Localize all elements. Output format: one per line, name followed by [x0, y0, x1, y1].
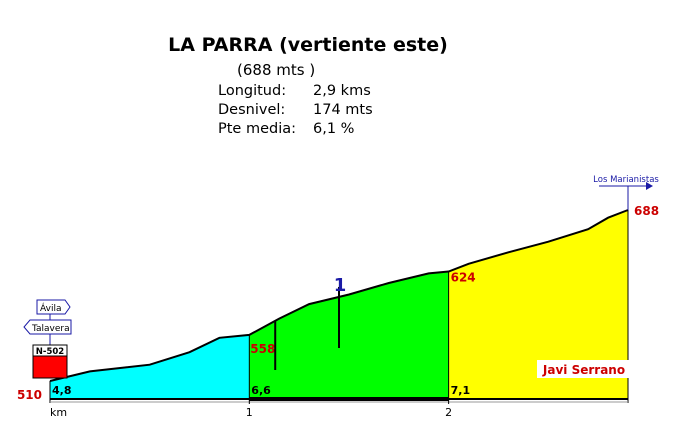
sign-end-text: Los Marianistas [593, 175, 659, 185]
sign-avila [36, 299, 71, 315]
road-sign-text: N-502 [36, 347, 64, 357]
chart-title: LA PARRA (vertiente este) [168, 34, 448, 56]
profile-line [49, 209, 629, 382]
profile-segment-2 [249, 271, 449, 399]
stat-value: 2,9 kms [313, 83, 371, 99]
altitude-label: 688 [634, 204, 659, 218]
credit-text: Javi Serrano [542, 363, 625, 377]
x-tick-label: 1 [246, 406, 253, 419]
road-sign-plate [32, 344, 68, 357]
sign-avila-text: Ávila [40, 302, 61, 314]
chart-subtitle: (688 mts ) [237, 61, 316, 79]
gradient-label: 6,6 [251, 384, 271, 397]
baseline-bold-km [249, 397, 449, 401]
stats-block: Longitud: 2,9 kms Desnivel: 174 mts Pte … [218, 82, 373, 139]
profile-segment-1 [50, 334, 250, 399]
marker-label: 1 [334, 275, 347, 296]
stat-value: 6,1 % [313, 121, 355, 137]
stat-label: Pte media: [218, 121, 297, 137]
altitude-label: 624 [451, 270, 476, 284]
x-axis-label: km [50, 406, 67, 419]
stat-value: 174 mts [313, 102, 373, 118]
gradient-label: 7,1 [451, 384, 471, 397]
altitude-label: 510 [17, 388, 42, 402]
stat-row-avg-gradient: Pte media: 6,1 % [218, 120, 373, 139]
sign-talavera-text: Talavera [31, 324, 70, 334]
credit-box [537, 360, 631, 378]
stat-label: Desnivel: [218, 102, 286, 118]
gradient-label: 4,8 [52, 384, 72, 397]
stat-label: Longitud: [218, 83, 287, 99]
x-tick-label: 2 [445, 406, 452, 419]
altitude-label: 558 [250, 342, 275, 356]
stat-row-length: Longitud: 2,9 kms [218, 82, 373, 101]
arrow-right-icon [646, 182, 653, 190]
stat-row-elevation-gain: Desnivel: 174 mts [218, 101, 373, 120]
